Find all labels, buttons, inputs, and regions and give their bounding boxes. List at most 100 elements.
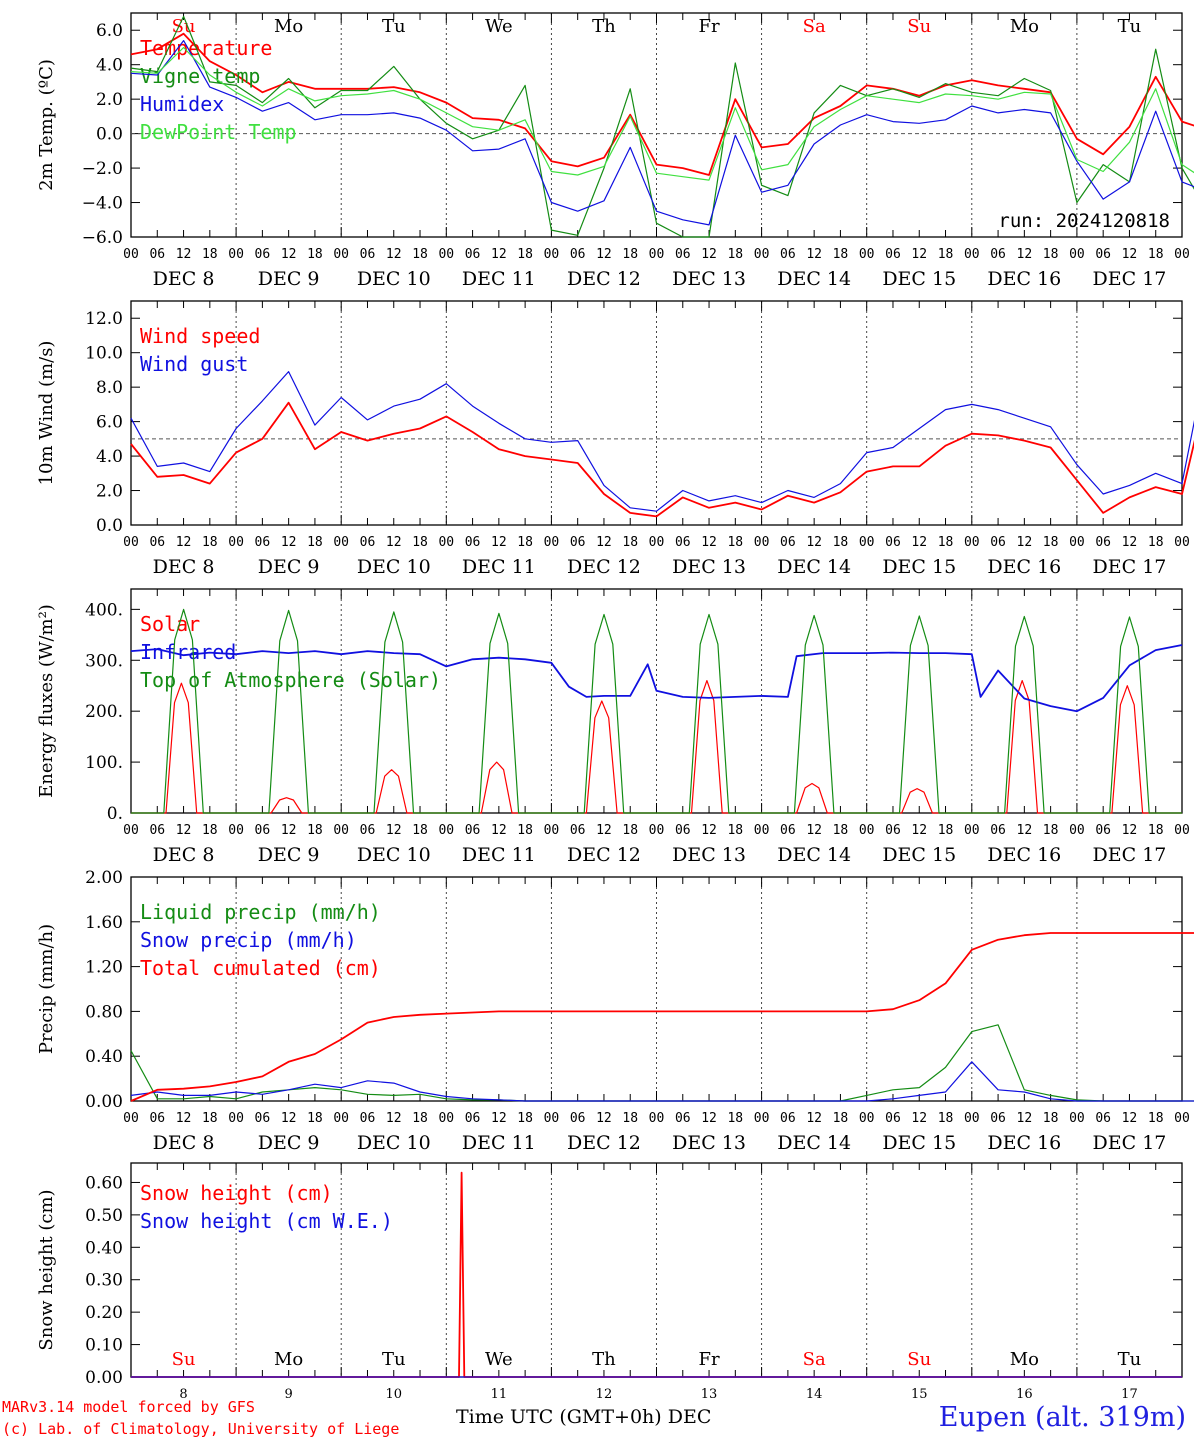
temperature-legend-item: Vigne temp: [140, 64, 260, 88]
energy-hour-label: 12: [491, 823, 507, 838]
energy-date-label: DEC 14: [777, 844, 851, 866]
wind-date-label: DEC 13: [672, 556, 746, 578]
temperature-hour-label: 06: [990, 247, 1006, 262]
snow-day-number: 15: [911, 1387, 928, 1402]
temperature-date-label: DEC 15: [882, 268, 956, 290]
station-name: Eupen (alt. 319m): [938, 1402, 1186, 1433]
temperature-hour-label: 12: [806, 247, 822, 262]
time-axis-label: Time UTC (GMT+0h) DEC: [456, 1406, 712, 1428]
energy-hour-label: 00: [964, 823, 980, 838]
energy-hour-label: 18: [727, 823, 743, 838]
snow-ytick-label: 0.20: [85, 1303, 123, 1323]
snow-legend-item: Snow height (cm W.E.): [140, 1209, 393, 1233]
precip-hour-label: 06: [990, 1111, 1006, 1126]
wind-ytick-label: 0.0: [96, 516, 123, 536]
temperature-hour-label: 18: [727, 247, 743, 262]
precip-hour-label: 18: [938, 1111, 954, 1126]
energy-hour-label: 18: [1148, 823, 1164, 838]
precip-hour-label: 18: [1043, 1111, 1059, 1126]
energy-date-label: DEC 17: [1093, 844, 1167, 866]
wind-date-label: DEC 14: [777, 556, 851, 578]
precip-hour-label: 12: [701, 1111, 717, 1126]
wind-hour-label: 18: [622, 535, 638, 550]
precip-date-label: DEC 12: [567, 1132, 641, 1154]
precip-hour-label: 12: [911, 1111, 927, 1126]
energy-hour-label: 18: [517, 823, 533, 838]
wind-hour-label: 06: [780, 535, 796, 550]
temperature-hour-label: 18: [833, 247, 849, 262]
energy-hour-label: 18: [202, 823, 218, 838]
temperature-day-name: Su: [907, 16, 931, 37]
snow-day-name: Tu: [382, 1349, 406, 1370]
precip-legend-item: Snow precip (mm/h): [140, 928, 357, 952]
temperature-hour-label: 00: [333, 247, 349, 262]
wind-hour-label: 00: [438, 535, 454, 550]
precip-ylabel: Precip (mm/h): [36, 924, 57, 1054]
temperature-hour-label: 06: [255, 247, 271, 262]
precip-hour-label: 06: [149, 1111, 165, 1126]
wind-hour-label: 06: [255, 535, 271, 550]
temperature-hour-label: 12: [386, 247, 402, 262]
precip-date-label: DEC 11: [462, 1132, 536, 1154]
precip-hour-label: 06: [1095, 1111, 1111, 1126]
wind-hour-label: 00: [1174, 535, 1190, 550]
precip-hour-label: 18: [202, 1111, 218, 1126]
temperature-ytick-label: −4.0: [82, 194, 123, 214]
precip-hour-label: 00: [438, 1111, 454, 1126]
wind-hour-label: 06: [570, 535, 586, 550]
wind-ytick-label: 10.0: [85, 344, 123, 364]
wind-hour-label: 12: [911, 535, 927, 550]
temperature-ylabel: 2m Temp. (ºC): [36, 59, 57, 191]
temperature-day-name: Tu: [1118, 16, 1142, 37]
wind-hour-label: 18: [517, 535, 533, 550]
temperature-hour-label: 00: [123, 247, 139, 262]
energy-hour-label: 00: [754, 823, 770, 838]
energy-hour-label: 00: [438, 823, 454, 838]
temperature-hour-label: 12: [911, 247, 927, 262]
wind-hour-label: 06: [149, 535, 165, 550]
temperature-hour-label: 00: [438, 247, 454, 262]
temperature-hour-label: 06: [1095, 247, 1111, 262]
wind-date-label: DEC 8: [153, 556, 215, 578]
snow-ytick-label: 0.30: [85, 1271, 123, 1291]
energy-date-label: DEC 9: [258, 844, 320, 866]
temperature-date-label: DEC 16: [987, 268, 1061, 290]
wind-ytick-label: 2.0: [96, 482, 123, 502]
precip-hour-label: 18: [1148, 1111, 1164, 1126]
snow-day-number: 9: [285, 1387, 293, 1402]
precip-hour-label: 00: [1069, 1111, 1085, 1126]
wind-date-label: DEC 10: [357, 556, 431, 578]
precip-date-label: DEC 17: [1093, 1132, 1167, 1154]
energy-hour-label: 18: [307, 823, 323, 838]
energy-hour-label: 06: [255, 823, 271, 838]
energy-hour-label: 12: [1122, 823, 1138, 838]
energy-hour-label: 18: [412, 823, 428, 838]
temperature-hour-label: 18: [517, 247, 533, 262]
precip-hour-label: 06: [780, 1111, 796, 1126]
snow-day-name: We: [485, 1349, 513, 1370]
precip-date-label: DEC 13: [672, 1132, 746, 1154]
wind-ytick-label: 4.0: [96, 447, 123, 467]
credit-model: MARv3.14 model forced by GFS: [2, 1398, 255, 1416]
precip-hour-label: 12: [176, 1111, 192, 1126]
precip-legend-item: Liquid precip (mm/h): [140, 900, 381, 924]
temperature-series-dewpoint-temp: [130, 46, 1194, 181]
snow-ytick-label: 0.10: [85, 1336, 123, 1356]
wind-ytick-label: 6.0: [96, 413, 123, 433]
precip-date-label: DEC 9: [258, 1132, 320, 1154]
temperature-hour-label: 12: [1122, 247, 1138, 262]
temperature-legend-item: Humidex: [140, 92, 224, 116]
temperature-day-name: Tu: [382, 16, 406, 37]
energy-hour-label: 06: [990, 823, 1006, 838]
energy-hour-label: 06: [149, 823, 165, 838]
precip-hour-label: 00: [228, 1111, 244, 1126]
wind-date-label: DEC 17: [1093, 556, 1167, 578]
wind-hour-label: 18: [412, 535, 428, 550]
precip-hour-label: 18: [307, 1111, 323, 1126]
energy-hour-label: 00: [1069, 823, 1085, 838]
energy-hour-label: 00: [123, 823, 139, 838]
wind-hour-label: 06: [990, 535, 1006, 550]
temperature-hour-label: 00: [228, 247, 244, 262]
temperature-day-name: Mo: [1010, 16, 1039, 37]
